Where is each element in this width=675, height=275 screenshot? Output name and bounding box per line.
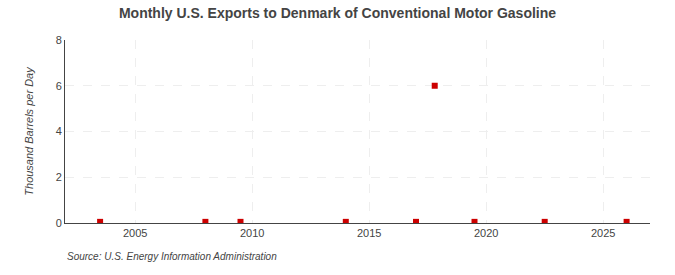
svg-text:8: 8: [56, 34, 62, 46]
svg-text:2015: 2015: [357, 227, 381, 239]
svg-text:2020: 2020: [474, 227, 498, 239]
svg-text:Thousand Barrels per Day: Thousand Barrels per Day: [23, 66, 35, 196]
svg-text:0: 0: [56, 217, 62, 229]
svg-text:2010: 2010: [240, 227, 264, 239]
svg-text:2: 2: [56, 171, 62, 183]
svg-text:2025: 2025: [591, 227, 615, 239]
svg-text:Source: U.S. Energy Informatio: Source: U.S. Energy Information Administ…: [67, 251, 277, 262]
svg-text:4: 4: [56, 125, 62, 137]
svg-text:2005: 2005: [123, 227, 147, 239]
svg-text:6: 6: [56, 80, 62, 92]
svg-text:Monthly U.S. Exports to Denmar: Monthly U.S. Exports to Denmark of Conve…: [119, 5, 556, 21]
